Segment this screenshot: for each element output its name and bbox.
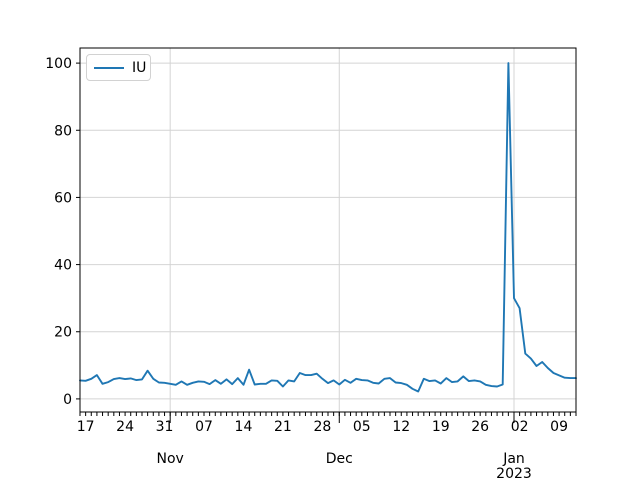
- legend-line-sample: [94, 66, 124, 69]
- x-year-label: 2023: [496, 466, 532, 480]
- x-tick-label: 21: [274, 419, 292, 435]
- x-month-label: Nov: [157, 451, 184, 467]
- x-tick-label: 24: [116, 419, 134, 435]
- x-tick-label: 02: [511, 419, 529, 435]
- x-tick-label: 28: [313, 419, 331, 435]
- x-tick-label: 07: [195, 419, 213, 435]
- x-tick-label: 14: [235, 419, 253, 435]
- y-tick-label: 100: [45, 56, 72, 72]
- y-tick-label: 60: [54, 190, 72, 206]
- x-tick-label: 12: [392, 419, 410, 435]
- x-tick-label: 31: [156, 419, 174, 435]
- axis-labels: 0 20 40 60 80 100 17 24 31 07 14 21 28 05 12 19 26 02 09 No…: [45, 56, 568, 480]
- legend: IU: [86, 54, 151, 81]
- y-tick-label: 80: [54, 123, 72, 139]
- x-tick-label: 26: [471, 419, 489, 435]
- legend-label: IU: [132, 59, 147, 76]
- x-tick-label: 05: [353, 419, 371, 435]
- x-tick-label: 17: [77, 419, 95, 435]
- grid: [80, 48, 576, 412]
- x-tick-label: 09: [550, 419, 568, 435]
- tick-marks: [76, 62, 577, 423]
- x-tick-label: 19: [432, 419, 450, 435]
- series-line-iu: [79, 62, 577, 393]
- y-tick-label: 40: [54, 258, 72, 274]
- plot-border: [79, 47, 577, 413]
- x-month-label: Jan: [502, 451, 525, 467]
- y-tick-label: 0: [63, 392, 72, 408]
- x-month-label: Dec: [326, 451, 353, 467]
- y-tick-label: 20: [54, 325, 72, 341]
